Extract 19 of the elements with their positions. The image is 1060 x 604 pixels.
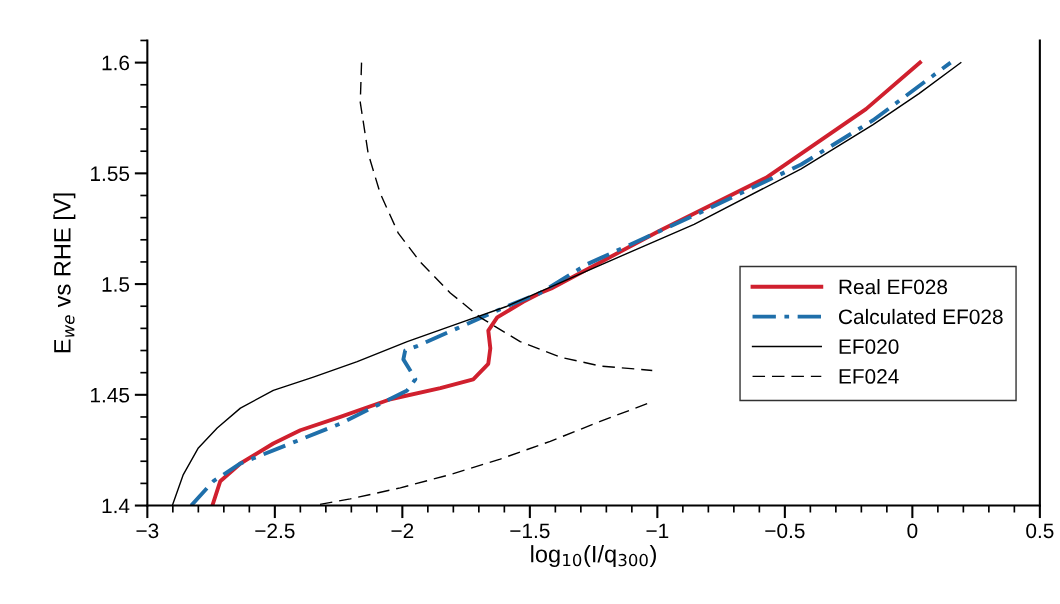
x-tick-label: −1.5 [510, 523, 550, 539]
legend-label: EF024 [839, 369, 899, 384]
y-tick-label: 1.45 [91, 388, 130, 403]
x-tick-label: −3 [136, 523, 159, 539]
y-tick-label: 1.5 [102, 277, 130, 292]
x-tick-label: −1 [646, 523, 669, 539]
y-axis-title: E$_{we}$ vs RHE [V] [53, 193, 76, 353]
legend-label: EF020 [839, 339, 899, 354]
y-tick-label: 1.4 [102, 498, 130, 514]
legend-label: Calculated EF028 [839, 308, 1003, 325]
x-tick-label: 0 [907, 523, 918, 539]
x-tick-label: −2 [391, 523, 414, 539]
legend-label: Real EF028 [839, 279, 948, 295]
y-tick-label: 1.55 [91, 166, 130, 182]
x-tick-label: −0.5 [765, 523, 805, 539]
x-tick-label: 0.5 [1026, 523, 1054, 539]
x-axis-title: log$_{10}$(I/q$_{300}$) [531, 545, 656, 568]
y-tick-label: 1.6 [102, 55, 130, 71]
x-tick-label: −2.5 [255, 523, 295, 539]
